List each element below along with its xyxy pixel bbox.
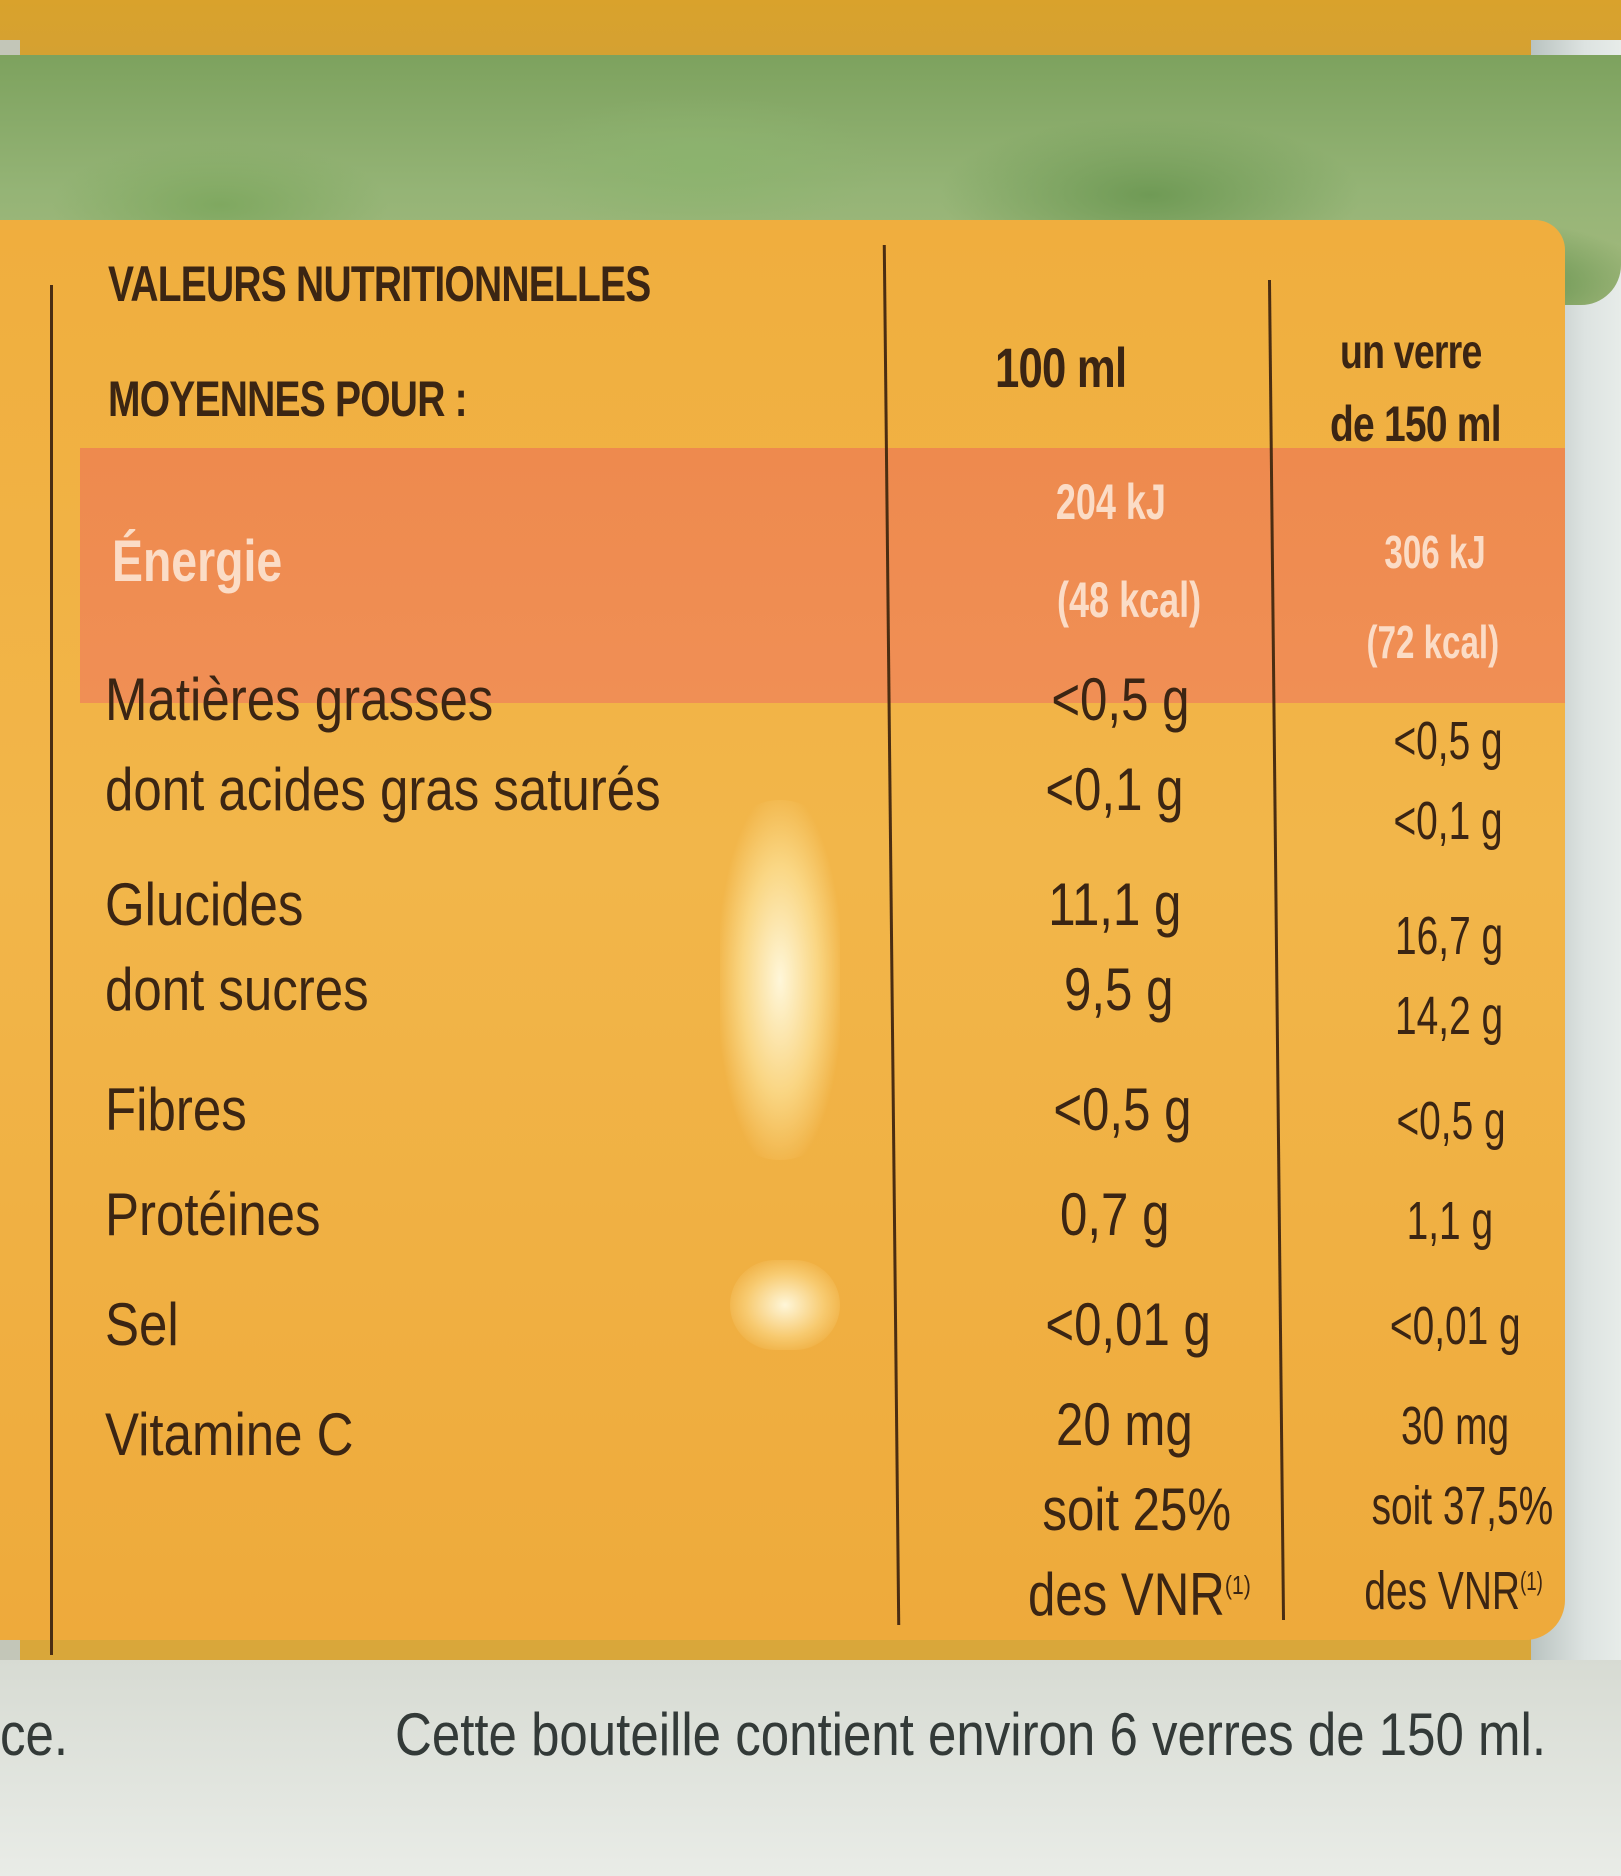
row-col1-fibres: <0,5 g	[1052, 1076, 1191, 1143]
table-heading-line1: VALEURS NUTRITIONNELLES	[108, 256, 651, 312]
vitamin-col1-vnr: des VNR(1)	[1028, 1560, 1251, 1629]
row-col2-sugars: 14,2 g	[1394, 986, 1503, 1046]
bottle-label-bottom	[0, 1660, 1621, 1876]
row-col2-proteins: 1,1 g	[1406, 1191, 1493, 1251]
row-label-vitamin-c: Vitamine C	[105, 1401, 354, 1468]
energy-label: Énergie	[112, 529, 283, 594]
vitamin-col1-percent: soit 25%	[1042, 1476, 1231, 1543]
footer-left-fragment: ce.	[0, 1701, 69, 1768]
col2-header-line2: de 150 ml	[1330, 396, 1502, 452]
row-col1-fat: <0,5 g	[1050, 666, 1189, 733]
vitamin-col2-vnr-text: des VNR	[1364, 1561, 1521, 1621]
row-label-fat: Matières grasses	[105, 666, 494, 733]
row-col2-carbs: 16,7 g	[1394, 906, 1503, 966]
row-label-sugars: dont sucres	[105, 956, 369, 1023]
vitamin-col2-vnr: des VNR(1)	[1365, 1560, 1543, 1622]
footer-note: Cette bouteille contient environ 6 verre…	[395, 1701, 1546, 1768]
row-col2-salt: <0,01 g	[1390, 1296, 1521, 1356]
row-col2-saturated: <0,1 g	[1393, 791, 1503, 851]
table-left-border	[50, 285, 53, 1655]
energy-col1-kcal: (48 kcal)	[1056, 572, 1201, 628]
light-reflection-small	[730, 1260, 840, 1350]
energy-col2-kcal: (72 kcal)	[1366, 616, 1499, 668]
row-col1-sugars: 9,5 g	[1063, 956, 1173, 1023]
vitamin-col2-amount: 30 mg	[1400, 1396, 1509, 1456]
vitamin-col1-vnr-text: des VNR	[1028, 1561, 1225, 1628]
row-col2-fibres: <0,5 g	[1396, 1091, 1506, 1151]
row-label-salt: Sel	[105, 1291, 179, 1358]
row-label-saturated: dont acides gras saturés	[105, 756, 661, 823]
row-col1-salt: <0,01 g	[1045, 1291, 1211, 1358]
vitamin-col2-percent: soit 37,5%	[1371, 1476, 1553, 1536]
row-col2-fat: <0,5 g	[1393, 711, 1503, 771]
col1-header: 100 ml	[995, 336, 1127, 399]
energy-col1-kj: 204 kJ	[1055, 474, 1166, 530]
energy-col2-kj: 306 kJ	[1384, 526, 1486, 578]
row-label-proteins: Protéines	[105, 1181, 321, 1248]
row-label-fibres: Fibres	[105, 1076, 247, 1143]
light-reflection	[720, 800, 840, 1160]
vitamin-col1-footnote: (1)	[1224, 1570, 1251, 1600]
table-heading-line2: MOYENNES POUR :	[108, 371, 468, 427]
row-label-carbs: Glucides	[105, 871, 304, 938]
row-col1-proteins: 0,7 g	[1059, 1181, 1169, 1248]
vitamin-col2-footnote: (1)	[1520, 1566, 1543, 1596]
vitamin-col1-amount: 20 mg	[1056, 1391, 1193, 1458]
col2-header-line1: un verre	[1340, 326, 1482, 379]
row-col1-saturated: <0,1 g	[1044, 756, 1183, 823]
energy-band	[80, 448, 1565, 703]
row-col1-carbs: 11,1 g	[1047, 871, 1181, 938]
